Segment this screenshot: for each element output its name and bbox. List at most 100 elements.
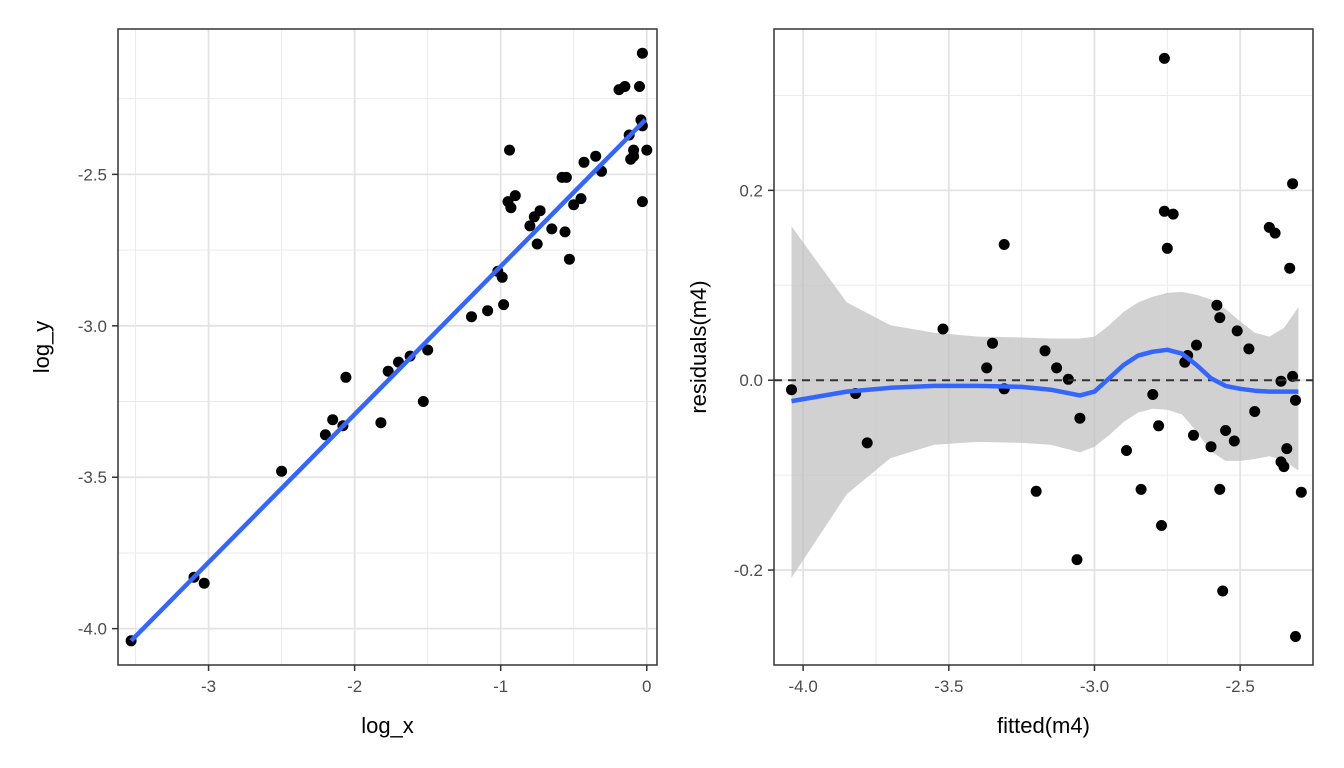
data-point [1135,483,1147,495]
data-point [531,238,543,250]
residuals-panel: -4.0 -3.5 -3.0 -2.5 -0.2 0.0 0.2 fitted(m4) resi… [686,28,1314,738]
data-point [504,144,515,156]
data-point [1220,425,1232,436]
data-point [524,220,536,232]
x-tick-label: -3.0 [1080,677,1109,696]
data-point [422,344,434,356]
data-point [559,226,571,238]
data-point [861,437,873,449]
data-point [1284,262,1296,274]
data-point [1228,435,1240,447]
panel-border [773,28,1314,666]
data-point [628,144,640,156]
data-point [509,190,521,202]
x-axis-title: fitted(m4) [997,713,1090,738]
data-point [340,371,352,383]
data-point [575,193,587,205]
x-tick-label: -2.5 [1226,677,1255,696]
data-point [276,465,288,477]
x-tick-label: -1 [493,677,508,696]
data-point [560,171,572,183]
data-point [1290,631,1301,642]
data-point [327,414,339,426]
x-tick-label: 0 [642,677,651,696]
data-point [1205,441,1217,453]
data-point [1030,485,1042,497]
data-point [981,362,993,374]
data-point [641,144,653,156]
data-point [634,81,645,92]
data-point [319,429,331,441]
x-tick-label: -4.0 [788,677,817,696]
data-point [636,196,648,208]
data-point [1287,178,1299,190]
x-tick-label: -2 [347,677,362,696]
data-point [482,305,494,317]
data-point [498,299,510,311]
data-point [563,253,575,265]
data-point [1121,445,1132,456]
x-axis-title: log_x [361,713,414,738]
data-point [578,156,590,168]
data-point [1231,325,1243,337]
data-point [1161,242,1173,254]
data-point [1158,52,1170,64]
log-scatter-panel: -3 -2 -1 0 -4.0 -3.5 -3.0 -2.5 log_x log_y [29,28,658,738]
data-point [987,337,998,349]
y-tick-label: -0.2 [734,561,763,580]
data-point [1217,585,1229,597]
data-point [198,577,210,589]
data-point [417,396,429,407]
data-point [998,239,1010,250]
data-point [1281,443,1293,455]
data-point [1051,362,1063,374]
data-point [1167,208,1179,220]
y-tick-label: -3.5 [78,468,107,487]
data-point [1295,486,1307,498]
data-point [1039,345,1051,357]
data-point [375,417,387,429]
data-point [496,271,508,283]
data-point [590,150,602,162]
x-tick-label: -3 [201,677,216,696]
fit-line [129,118,647,643]
data-point [1278,461,1290,473]
data-point [1249,406,1261,417]
data-point [1214,312,1226,324]
y-tick-label: 0.2 [739,181,763,200]
data-point [1147,389,1159,400]
y-tick-label: -2.5 [78,165,107,184]
data-point [466,311,477,323]
data-point [619,81,631,92]
panel-border [117,28,658,666]
confidence-band [791,226,1299,578]
data-point [1214,483,1226,495]
data-point [1153,420,1165,432]
data-point [1156,520,1167,531]
y-axis-title: residuals(m4) [686,280,711,413]
y-tick-label: 0.0 [739,371,763,390]
loess-smooth-line [791,347,1299,404]
data-point [636,47,648,59]
data-point [1243,343,1255,355]
data-point [786,384,797,396]
data-point [546,223,558,235]
x-tick-label: -3.5 [934,677,963,696]
data-point [1191,339,1202,351]
data-point [534,205,546,217]
data-point [382,365,394,377]
y-axis-title: log_y [29,321,54,374]
data-point [1211,299,1223,311]
data-point [937,323,949,335]
y-tick-label: -4.0 [78,620,107,639]
data-point [1074,412,1086,424]
data-point [1188,429,1199,441]
data-point [1071,554,1083,566]
data-point [1269,227,1281,239]
data-point [505,202,517,214]
data-point [1290,394,1301,406]
y-tick-label: -3.0 [78,317,107,336]
data-point [1287,370,1299,382]
data-point [568,199,580,211]
